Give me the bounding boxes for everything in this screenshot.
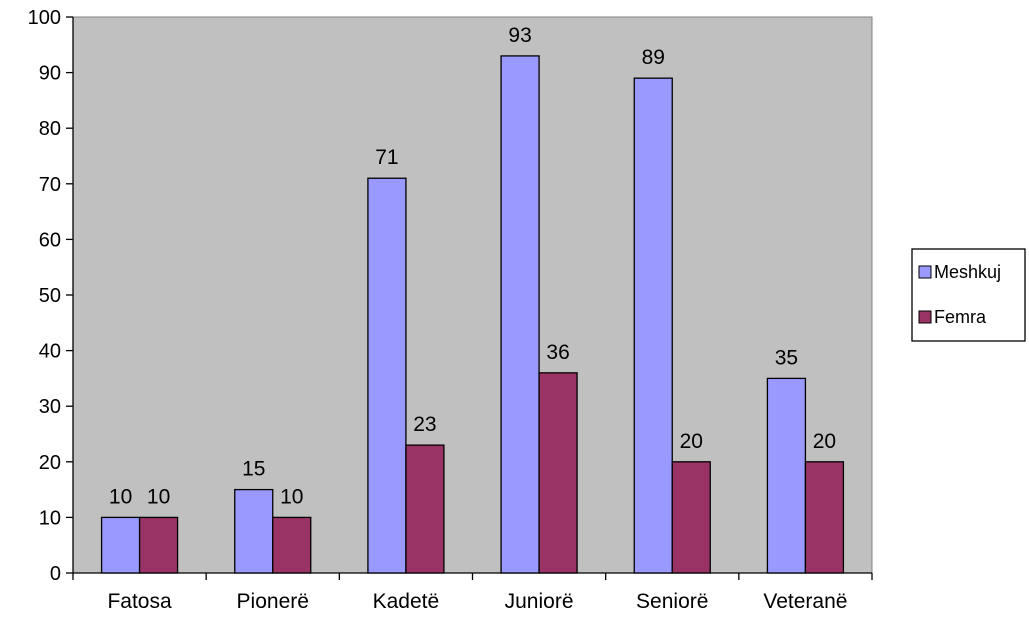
x-axis: Fatosa Pionerë Kadetë Juniorë Seniorë Veteran… bbox=[72, 572, 873, 613]
y-tick-label: 80 bbox=[39, 118, 61, 140]
bar-femra-0 bbox=[138, 516, 179, 574]
legend-swatch-femra bbox=[918, 310, 932, 324]
bar-femra-4 bbox=[671, 461, 711, 574]
bar-meshkuj-1 bbox=[234, 488, 274, 574]
y-tick-label: 0 bbox=[50, 563, 61, 585]
bar-meshkuj-4 bbox=[633, 77, 673, 574]
y-tick-label: 70 bbox=[39, 174, 61, 196]
bar-femra-1 bbox=[272, 516, 312, 574]
bar-femra-3 bbox=[538, 372, 578, 574]
legend-label-femra: Femra bbox=[934, 307, 987, 327]
data-label: 20 bbox=[680, 430, 703, 453]
data-label: 35 bbox=[775, 346, 798, 369]
x-tick-label: Fatosa bbox=[107, 590, 172, 613]
data-label: 93 bbox=[508, 24, 531, 47]
data-label: 10 bbox=[109, 485, 132, 508]
plot-area bbox=[72, 16, 873, 574]
y-tick-label: 10 bbox=[39, 507, 61, 529]
data-label: 89 bbox=[642, 46, 665, 69]
x-tick-label: Juniorë bbox=[505, 590, 574, 613]
data-labels: 10 10 15 10 71 23 93 36 89 20 35 20 bbox=[109, 24, 836, 508]
y-tick-label: 50 bbox=[39, 285, 61, 307]
legend: Meshkuj Femra bbox=[911, 248, 1026, 342]
legend-label-meshkuj: Meshkuj bbox=[934, 262, 1001, 282]
legend-swatch-meshkuj bbox=[918, 265, 932, 279]
x-tick-label: Veteranë bbox=[763, 590, 847, 613]
data-label: 23 bbox=[413, 413, 436, 436]
data-label: 20 bbox=[813, 430, 836, 453]
bar-femra-5 bbox=[804, 461, 845, 574]
bar-meshkuj-5 bbox=[766, 377, 807, 574]
bar-meshkuj-2 bbox=[367, 177, 407, 574]
y-tick-label: 60 bbox=[39, 229, 61, 251]
x-tick-label: Seniorë bbox=[636, 590, 708, 613]
y-tick-label: 20 bbox=[39, 452, 61, 474]
x-tick-label: Pionerë bbox=[237, 590, 309, 613]
bars bbox=[100, 55, 845, 574]
y-tick-label: 90 bbox=[39, 63, 61, 85]
legend-box bbox=[911, 248, 1026, 342]
x-tick-label: Kadetë bbox=[373, 590, 440, 613]
y-tick-label: 100 bbox=[28, 7, 61, 29]
bar-meshkuj-0 bbox=[100, 516, 141, 574]
y-axis: 0 10 20 30 40 50 60 70 80 90 100 bbox=[28, 7, 74, 585]
bar-meshkuj-3 bbox=[500, 55, 540, 574]
bar-femra-2 bbox=[405, 444, 445, 574]
y-tick-label: 40 bbox=[39, 341, 61, 363]
y-tick-label: 30 bbox=[39, 396, 61, 418]
data-label: 10 bbox=[280, 485, 303, 508]
data-label: 36 bbox=[546, 341, 569, 364]
data-label: 15 bbox=[242, 458, 265, 481]
data-label: 71 bbox=[375, 146, 398, 169]
data-label: 10 bbox=[147, 485, 170, 508]
